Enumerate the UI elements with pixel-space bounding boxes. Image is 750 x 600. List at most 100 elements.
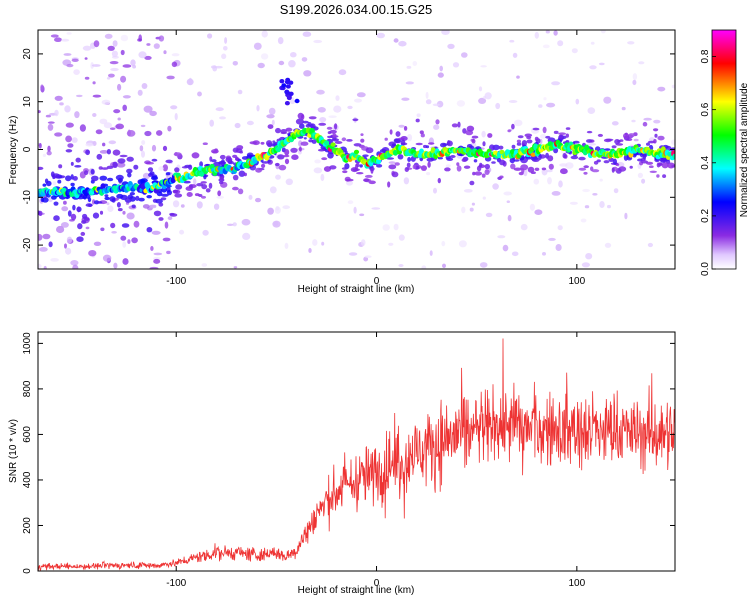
- colorbar-gradient: [711, 29, 737, 270]
- spectrogram-noise-cell: [107, 205, 114, 212]
- snr-y-tick-label: 800: [22, 380, 33, 397]
- spectrogram-noise-cell: [288, 60, 296, 68]
- spectrogram-noise-cell: [603, 96, 612, 104]
- spectrogram-halo-cell: [50, 171, 55, 178]
- spectrogram-halo-cell: [360, 133, 364, 137]
- snr-y-axis-label: SNR (10 * v/v): [8, 419, 19, 483]
- spectrogram-halo-cell: [138, 197, 145, 202]
- spectrogram-noise-cell: [82, 45, 92, 51]
- spectrogram-halo-cell: [387, 181, 391, 188]
- spectrogram-halo-cell: [290, 147, 298, 153]
- spectrogram-halo-cell: [96, 201, 103, 204]
- spectrogram-halo-cell: [360, 138, 365, 143]
- spectrogram-noise-cell: [52, 181, 57, 186]
- snr-y-tick-label: 200: [22, 517, 33, 534]
- spectrogram-halo-cell: [101, 167, 109, 170]
- spectrogram-halo-cell: [225, 157, 233, 163]
- spectrogram-halo-cell: [389, 129, 393, 135]
- spectrogram-noise-cell: [110, 67, 119, 72]
- spectrogram-noise-cell: [516, 75, 520, 79]
- spectrogram-noise-cell: [353, 206, 357, 214]
- spectrogram-noise-cell: [313, 39, 323, 44]
- spectrogram-noise-cell: [653, 119, 661, 124]
- spectrogram-noise-cell: [180, 204, 185, 208]
- spectrogram-noise-cell: [557, 40, 564, 47]
- spectrogram-noise-cell: [553, 30, 558, 36]
- spectrogram-noise-cell: [111, 50, 118, 57]
- spectrogram-noise-cell: [348, 252, 358, 256]
- spectrogram-halo-cell: [291, 154, 299, 160]
- spectrogram-noise-cell: [66, 32, 72, 35]
- spectrogram-noise-cell: [461, 206, 466, 214]
- spectrogram-noise-cell: [320, 173, 325, 182]
- spectrogram-halo-cell: [541, 167, 547, 171]
- spectrogram-halo-cell: [221, 159, 225, 164]
- spectrogram-halo-cell: [116, 193, 124, 199]
- spectrogram-halo-cell: [198, 194, 203, 197]
- spectrogram-halo-cell: [153, 210, 162, 217]
- spectrogram-halo-cell: [200, 181, 207, 184]
- spectrogram-marks: [38, 30, 675, 269]
- spectrogram-noise-cell: [113, 109, 121, 114]
- spectrogram-ridge-cell: [330, 142, 336, 147]
- spectrogram-noise-cell: [321, 241, 325, 246]
- spectrogram-noise-cell: [153, 252, 163, 256]
- snr-frame: [37, 331, 676, 572]
- spectrogram-noise-cell: [153, 43, 160, 49]
- spectrogram-noise-cell: [107, 45, 115, 51]
- spectrogram-halo-cell: [72, 204, 76, 211]
- spectrogram-halo-cell: [667, 162, 675, 169]
- spectrogram-halo-cell: [327, 135, 333, 139]
- spectrogram-noise-cell: [508, 100, 518, 103]
- spectrogram-halo-cell: [267, 159, 271, 163]
- spectrogram-halo-cell: [85, 149, 90, 156]
- spectrogram-noise-cell: [359, 213, 365, 217]
- spectrogram-halo-cell: [516, 142, 522, 146]
- spectrogram-halo-cell: [232, 186, 239, 191]
- spectrogram-noise-cell: [607, 204, 611, 209]
- spectrogram-noise-cell: [569, 201, 578, 205]
- spectrogram-noise-cell: [426, 172, 431, 176]
- spectrogram-halo-cell: [131, 204, 136, 209]
- spectrogram-noise-cell: [167, 216, 173, 221]
- spectrogram-halo-cell: [661, 162, 669, 169]
- spectrogram-noise-cell: [122, 210, 126, 215]
- spectrogram-noise-cell: [354, 98, 362, 103]
- spectrogram-halo-cell: [365, 147, 374, 154]
- spectrogram-noise-cell: [141, 140, 146, 145]
- spectrogram-halo-cell: [127, 172, 132, 178]
- spectrogram-noise-cell: [551, 191, 561, 196]
- spectrogram-noise-cell: [425, 91, 429, 99]
- spectrogram-noise-cell: [201, 263, 208, 267]
- spectrogram-halo-cell: [648, 165, 654, 168]
- spectrogram-halo-cell: [112, 161, 118, 168]
- spectrogram-halo-cell: [91, 175, 99, 182]
- spectrogram-noise-cell: [255, 197, 261, 203]
- spectrogram-noise-cell: [212, 65, 218, 72]
- spectrogram-noise-cell: [433, 187, 437, 194]
- spectrogram-noise-cell: [631, 119, 636, 123]
- spectrogram-noise-cell: [319, 117, 327, 123]
- spectrogram-x-ticks: -100 0 100: [166, 30, 586, 287]
- spectrogram-noise-cell: [91, 64, 101, 67]
- spectrogram-noise-cell: [141, 83, 148, 89]
- spectrogram-noise-cell: [73, 69, 80, 75]
- spectrogram-x-axis-label: Height of straight line (km): [298, 284, 415, 295]
- spectrogram-halo-cell: [84, 217, 90, 221]
- spectrogram-noise-cell: [150, 246, 154, 251]
- spectrogram-noise-cell: [149, 206, 157, 209]
- spectrogram-halo-cell: [158, 217, 164, 221]
- spectrogram-noise-cell: [61, 206, 69, 212]
- spectrogram-halo-cell: [99, 210, 104, 215]
- spectrogram-halo-cell: [173, 152, 182, 157]
- spectrogram-halo-cell: [591, 169, 600, 173]
- spectrogram-halo-cell: [446, 157, 454, 161]
- spectrogram-halo-cell: [471, 138, 476, 144]
- spectrogram-halo-cell: [260, 141, 265, 145]
- spectrogram-halo-cell: [370, 167, 374, 174]
- spectrogram-noise-cell: [621, 106, 626, 111]
- spectrogram-halo-cell: [560, 168, 568, 175]
- spectrogram-noise-cell: [575, 98, 580, 105]
- spectrogram-halo-cell: [129, 192, 135, 196]
- spectrogram-halo-cell: [352, 118, 359, 122]
